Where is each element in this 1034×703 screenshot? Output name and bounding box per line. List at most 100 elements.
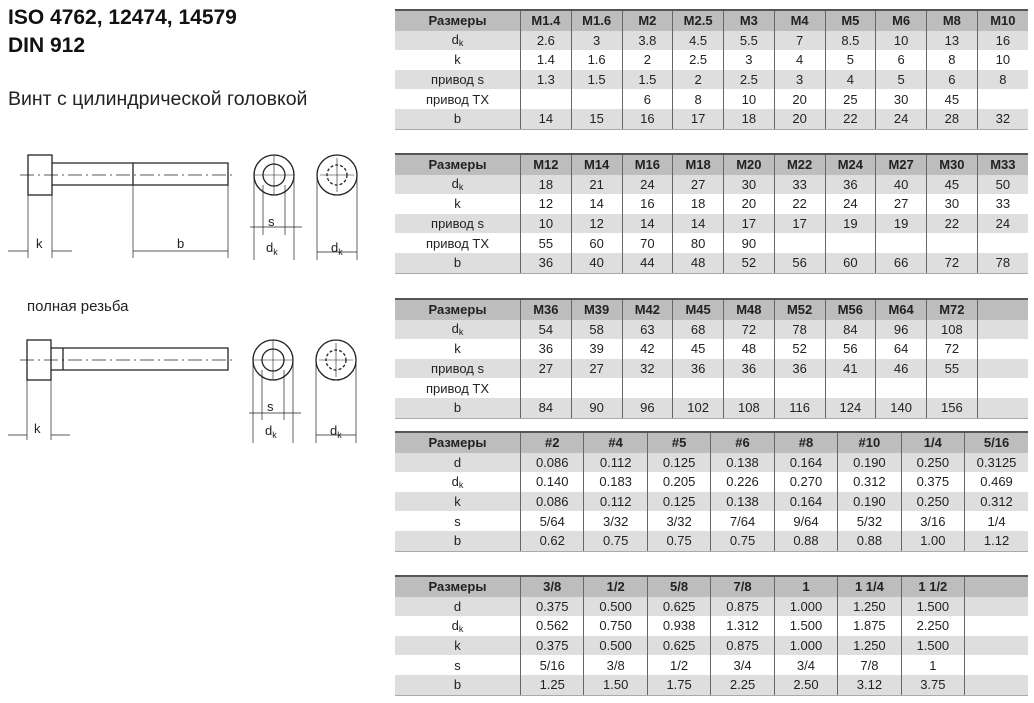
row-label-text: d — [451, 321, 459, 337]
table-cell: 4 — [773, 50, 825, 70]
table-row: привод TX 6 8 10 20 25 30 45 — [395, 89, 1028, 109]
table-cell: 24 — [824, 194, 876, 214]
table-row: привод TX 55 60 70 80 90 — [395, 233, 1028, 253]
table-cell — [672, 378, 724, 398]
table-cell: 40 — [570, 252, 622, 274]
table-cell: 3 — [723, 50, 775, 70]
row-label-text: b — [453, 255, 462, 271]
table-cell: 1.5 — [570, 69, 622, 90]
table-cell: 24 — [621, 174, 673, 195]
header-size — [976, 298, 1028, 320]
row-label: b — [395, 108, 521, 130]
svg-text:dk: dk — [266, 240, 278, 257]
header-size: M39 — [570, 298, 622, 320]
table-cell: 33 — [773, 174, 825, 195]
table-cell: 42 — [621, 339, 673, 359]
table-cell: 1.4 — [520, 50, 572, 70]
table-cell — [520, 378, 572, 398]
table-cell: 45 — [926, 174, 978, 195]
row-label-text: d — [451, 617, 459, 633]
table-row: k 0.086 0.112 0.125 0.138 0.164 0.190 0.250 0.31… — [395, 491, 1028, 512]
table-cell: 55 — [926, 358, 978, 379]
screw-side-view-drawing: k b s dk dk — [8, 154, 358, 260]
row-label: b — [395, 530, 521, 552]
table-row: s 5/16 3/8 1/2 3/4 3/4 7/8 1 — [395, 655, 1028, 675]
row-label: привод s — [395, 213, 521, 234]
table-cell: 7/64 — [710, 511, 775, 531]
header-size: 1/2 — [583, 575, 648, 597]
table-cell: 90 — [570, 397, 622, 419]
table-cell: 0.190 — [837, 452, 902, 473]
table-cell: 4.5 — [672, 30, 724, 51]
table-cell: 0.562 — [519, 616, 584, 636]
table-cell: 32 — [976, 108, 1028, 130]
table-cell: 46 — [875, 358, 927, 379]
table-row: b 14 15 16 17 18 20 22 24 28 32 — [395, 108, 1028, 130]
row-label-text: s — [454, 513, 461, 529]
header-size: M42 — [621, 298, 673, 320]
table-cell: 14 — [570, 194, 622, 214]
table-cell — [723, 378, 775, 398]
table-cell: 1.6 — [570, 50, 622, 70]
row-label-subscript: k — [458, 623, 464, 634]
table-cell: 36 — [723, 358, 775, 379]
table-cell: 6 — [621, 89, 673, 109]
table-cell: 124 — [824, 397, 876, 419]
table-cell: 22 — [926, 213, 978, 234]
table-cell: 6 — [875, 50, 927, 70]
row-label: привод TX — [395, 378, 521, 398]
table-cell: 3 — [773, 69, 825, 90]
table-cell: 1 — [900, 655, 965, 675]
table-cell: 2.5 — [723, 69, 775, 90]
table-cell: 64 — [875, 339, 927, 359]
table-cell — [976, 233, 1028, 253]
row-label: dk — [395, 30, 521, 51]
svg-text:s: s — [268, 214, 275, 229]
table-cell: 1.3 — [520, 69, 572, 90]
table-cell: 0.164 — [773, 491, 838, 512]
row-label-text: k — [454, 341, 461, 357]
table-cell: 0.469 — [964, 472, 1028, 492]
row-label-text: b — [453, 400, 462, 416]
table-cell: 3.8 — [621, 30, 673, 51]
table-cell: 22 — [773, 194, 825, 214]
table-cell: 21 — [570, 174, 622, 195]
table-cell: 9/64 — [773, 511, 838, 531]
header-label: Размеры — [395, 298, 521, 320]
table-cell: 36 — [520, 339, 572, 359]
table-cell: 0.086 — [519, 452, 584, 473]
table-cell: 3/32 — [646, 511, 711, 531]
table-row: dk 0.140 0.183 0.205 0.226 0.270 0.312 0.375 0.4… — [395, 472, 1028, 492]
table-cell: 2.50 — [773, 674, 838, 696]
table-cell: 20 — [773, 89, 825, 109]
table-header-row: Размеры M36 M39 M42 M45 M48 M52 M56 M64 M72 — [395, 298, 1028, 320]
header-size: M36 — [520, 298, 572, 320]
table-cell — [570, 89, 622, 109]
table-cell — [926, 378, 978, 398]
table-cell: 0.112 — [583, 452, 648, 473]
row-label: привод s — [395, 69, 521, 90]
table-cell: 12 — [570, 213, 622, 234]
header-size: M33 — [976, 153, 1028, 175]
table-row: b 0.62 0.75 0.75 0.75 0.88 0.88 1.00 1.12 — [395, 530, 1028, 552]
row-label-text: b — [453, 111, 462, 127]
table-cell: 1.000 — [773, 635, 838, 656]
row-label: s — [395, 511, 521, 531]
table-cell: 41 — [824, 358, 876, 379]
table-cell: 45 — [672, 339, 724, 359]
table-cell: 8 — [672, 89, 724, 109]
table-cell: 0.75 — [583, 530, 648, 552]
header-size: 1 — [773, 575, 838, 597]
table-cell: 3.75 — [900, 674, 965, 696]
table-cell: 39 — [570, 339, 622, 359]
table-cell: 36 — [520, 252, 572, 274]
table-cell: 0.270 — [773, 472, 838, 492]
row-label-text: привод TX — [425, 235, 490, 251]
table-row: b 1.25 1.50 1.75 2.25 2.50 3.12 3.75 — [395, 674, 1028, 696]
table-cell: 10 — [723, 89, 775, 109]
row-label-subscript: k — [458, 327, 464, 338]
table-cell: 0.88 — [773, 530, 838, 552]
table-cell: 0.164 — [773, 452, 838, 473]
header-size: M6 — [875, 9, 927, 31]
table-cell: 10 — [875, 30, 927, 51]
